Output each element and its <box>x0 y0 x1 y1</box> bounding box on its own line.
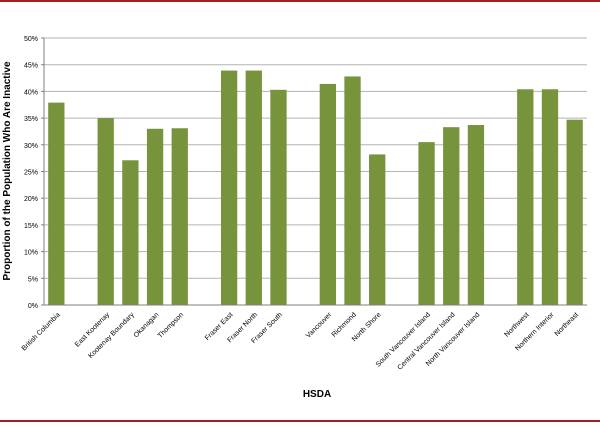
bar <box>369 154 386 305</box>
bar <box>566 119 583 306</box>
bar <box>146 128 164 305</box>
bar <box>344 76 361 305</box>
y-tick-label: 30% <box>24 143 38 150</box>
bar <box>443 127 460 305</box>
bar <box>97 118 114 305</box>
bar <box>48 102 65 305</box>
bars <box>48 70 583 306</box>
bar <box>171 128 188 305</box>
x-tick-label: Thompson <box>157 311 185 339</box>
y-tick-labels: 0% 5% 10% 15% 20% 25% 30% 35% 40% 45% 50% <box>24 36 38 310</box>
bar <box>220 70 238 305</box>
bottom-accent-rule <box>0 420 600 422</box>
y-tick-label: 25% <box>24 170 38 177</box>
y-tick-label: 35% <box>24 116 38 123</box>
y-tick-label: 40% <box>24 89 38 96</box>
y-tick-label: 20% <box>24 196 38 203</box>
bar <box>122 160 139 305</box>
bar <box>245 70 262 305</box>
axes <box>41 37 587 306</box>
y-tick-label: 45% <box>24 63 38 70</box>
top-accent-rule <box>0 0 600 2</box>
bar <box>467 125 485 306</box>
x-tick-label: British Columbia <box>21 311 62 352</box>
x-tick-label: Vancouver <box>305 311 334 340</box>
x-axis-title: HSDA <box>303 389 331 400</box>
y-axis-title: Proportion of the Population Who Are Ina… <box>2 61 13 281</box>
y-tick-label: 15% <box>24 223 38 230</box>
bar <box>418 142 435 305</box>
y-tick-label: 0% <box>28 303 38 310</box>
bar <box>319 83 336 305</box>
x-tick-label: Kootenay Boundary <box>87 311 136 360</box>
y-tick-label: 10% <box>24 250 38 257</box>
bar <box>517 89 534 305</box>
bar <box>541 89 559 305</box>
y-tick-label: 5% <box>28 276 38 283</box>
bar <box>270 89 287 305</box>
y-tick-label: 50% <box>24 36 38 43</box>
x-tick-label: Northeast <box>554 311 580 337</box>
